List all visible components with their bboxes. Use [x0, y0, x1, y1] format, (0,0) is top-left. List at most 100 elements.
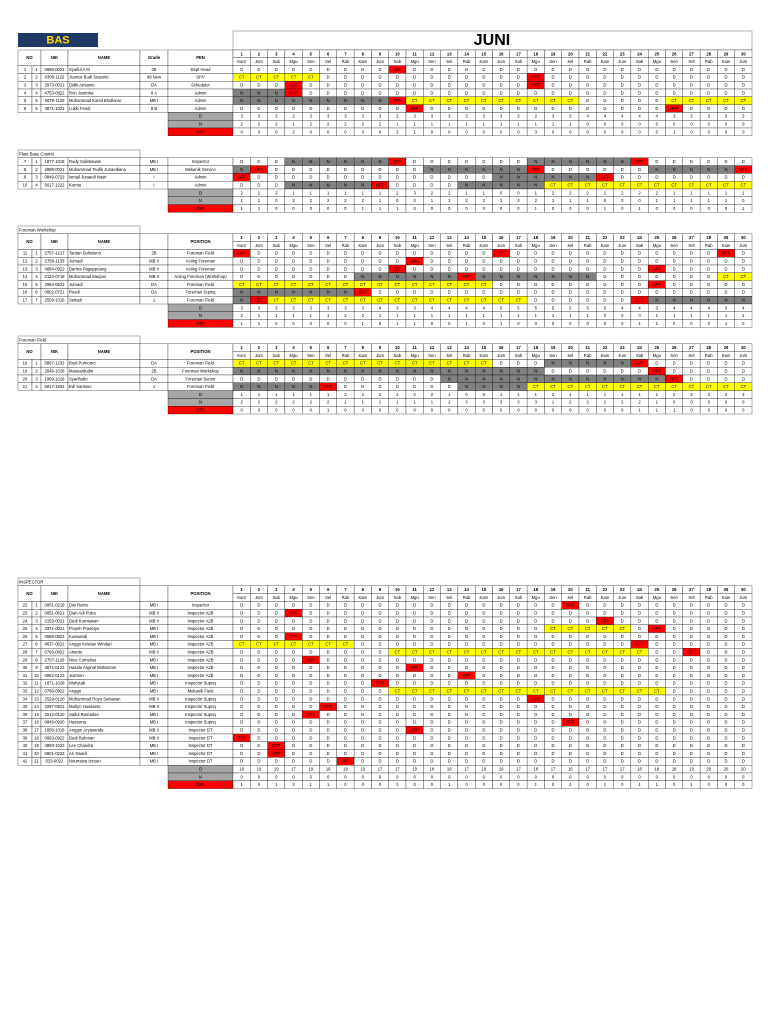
shift: D	[742, 728, 745, 733]
weekday: Mgu	[653, 59, 662, 64]
shift: D	[361, 106, 364, 111]
shift: D	[413, 704, 416, 709]
shift: D	[292, 696, 295, 701]
shift: D	[275, 376, 278, 381]
day-number: 16	[499, 235, 504, 240]
shift: D	[586, 266, 589, 271]
weekday: Jum	[739, 59, 747, 64]
shift: D	[309, 743, 312, 748]
shift: D	[742, 361, 745, 366]
shift: D	[465, 175, 468, 180]
shift: D	[413, 90, 416, 95]
shift: D	[603, 751, 606, 756]
shift: D	[413, 657, 416, 662]
shift: D	[534, 259, 537, 264]
shift: D	[379, 759, 382, 764]
weekday: Rab	[463, 59, 471, 64]
shift: D	[655, 175, 658, 180]
shift: D	[465, 696, 468, 701]
weekday: Sel	[688, 353, 694, 358]
shift: CT	[464, 361, 470, 366]
shift: D	[517, 603, 520, 608]
shift: D	[448, 673, 451, 678]
shift: D	[292, 259, 295, 264]
shift: D	[655, 83, 658, 88]
header-label: NAME	[98, 239, 111, 244]
shift: CT	[723, 98, 729, 103]
shift: CT	[550, 650, 556, 655]
row-name: Muhammad Taufik Junaediana	[69, 167, 127, 172]
row-no: 12	[23, 259, 28, 264]
shift: D	[430, 611, 433, 616]
day-number: 29	[724, 235, 729, 240]
shift: D	[448, 704, 451, 709]
summary-count: 0	[310, 129, 313, 134]
shift: D	[500, 290, 503, 295]
shift: D	[379, 634, 382, 639]
summary-count: 3	[517, 114, 520, 119]
shift: N	[309, 290, 312, 295]
shift: N	[500, 384, 503, 389]
shift: D	[603, 298, 606, 303]
summary-count: 3	[742, 114, 745, 119]
row-nik: 1969-1018	[44, 376, 65, 381]
shift: D	[379, 83, 382, 88]
shift: CT	[498, 650, 504, 655]
shift: D	[725, 751, 728, 756]
row-position: Inspector A2B	[187, 634, 213, 639]
shift: D	[690, 712, 693, 717]
shift: D	[448, 751, 451, 756]
day-number: 12	[430, 51, 435, 56]
shift: D	[344, 689, 347, 694]
shift: D	[638, 735, 641, 740]
shift: N	[690, 167, 693, 172]
shift: D	[500, 67, 503, 72]
shift: OFF	[635, 159, 644, 164]
header-label: POSITION	[190, 591, 210, 596]
shift: D	[257, 106, 260, 111]
shift: D	[569, 90, 572, 95]
shift: D	[482, 720, 485, 725]
shift: D	[725, 75, 728, 80]
shift: D	[638, 259, 641, 264]
shift: D	[275, 259, 278, 264]
shift: D	[344, 251, 347, 256]
shift: OFF	[410, 106, 419, 111]
shift: OFF	[497, 251, 506, 256]
summary-count: 1	[483, 122, 486, 127]
weekday: Rab	[342, 59, 350, 64]
weekday: Sel	[567, 595, 573, 600]
weekday: Rab	[463, 243, 471, 248]
shift: D	[586, 712, 589, 717]
shift: D	[707, 720, 710, 725]
shift: D	[275, 665, 278, 670]
shift: D	[292, 712, 295, 717]
weekday: Rab	[584, 595, 592, 600]
weekday: Sel	[446, 59, 452, 64]
shift: D	[638, 681, 641, 686]
shift: D	[361, 376, 364, 381]
summary-count: 3	[483, 114, 486, 119]
shift: N	[517, 167, 520, 172]
shift: D	[430, 673, 433, 678]
shift: CT	[343, 642, 349, 647]
summary-count-cell	[734, 127, 753, 136]
day-number: 12	[430, 235, 435, 240]
row-position: Foreman Workshop	[182, 369, 219, 374]
shift: D	[603, 759, 606, 764]
shift: D	[240, 259, 243, 264]
shift: D	[482, 90, 485, 95]
row-name: Dedi Rahman	[69, 735, 95, 740]
shift: D	[690, 90, 693, 95]
shift: N	[379, 274, 382, 279]
weekday: Jum	[497, 353, 505, 358]
shift: D	[707, 650, 710, 655]
row-grade: MB II	[149, 274, 159, 279]
day-number: 21	[585, 345, 590, 350]
shift: D	[309, 650, 312, 655]
shift: D	[309, 689, 312, 694]
shift: OFF	[653, 282, 662, 287]
day-number: 8	[362, 51, 365, 56]
shift: N	[603, 159, 606, 164]
weekday: Mgu	[411, 353, 420, 358]
